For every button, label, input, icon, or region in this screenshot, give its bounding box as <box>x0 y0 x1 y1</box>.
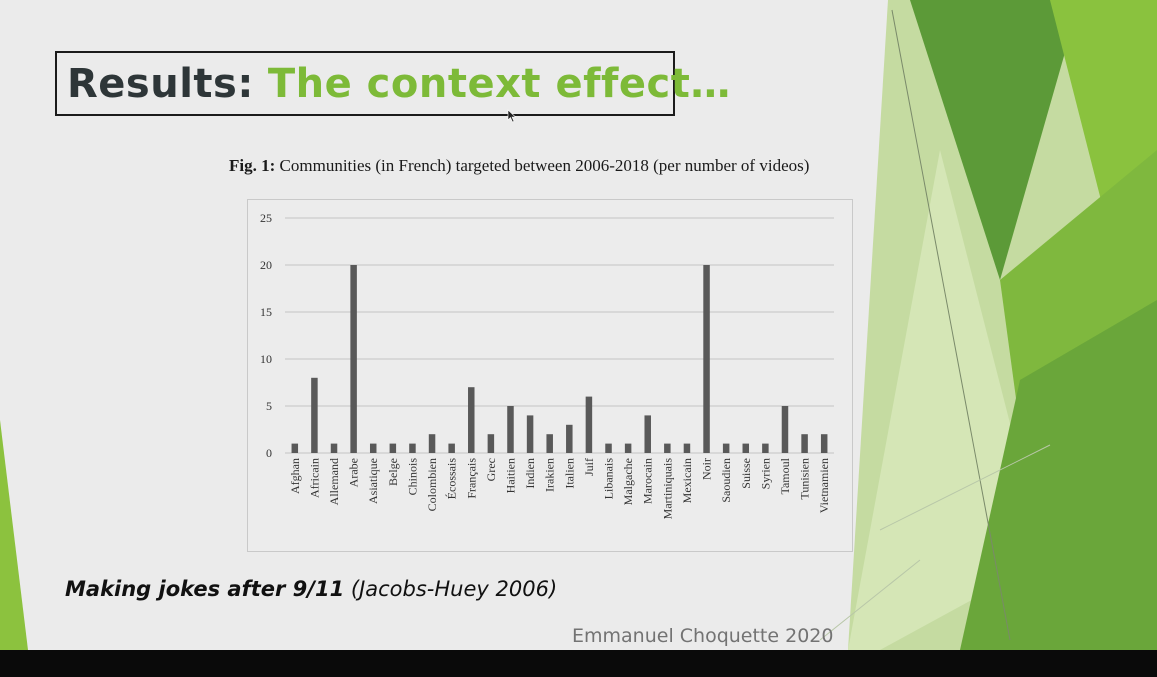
bottom-black-bar <box>0 650 1157 677</box>
x-tick-label: Indien <box>523 458 537 489</box>
figure-caption-text: Communities (in French) targeted between… <box>279 156 810 175</box>
bar-5 <box>389 443 397 453</box>
bar-2 <box>330 443 338 453</box>
bar-19 <box>664 443 671 453</box>
bar-14 <box>566 424 573 453</box>
x-tick-label: Tamoul <box>778 457 792 494</box>
bar-11 <box>507 406 514 453</box>
x-tick-label: Irakien <box>543 458 557 492</box>
bar-25 <box>781 406 789 453</box>
x-tick-label: Haitien <box>503 458 517 493</box>
citation-title: Making jokes after 9/11 <box>65 577 345 601</box>
bar-27 <box>820 434 828 453</box>
bar-21 <box>703 265 710 453</box>
decor-green-left <box>0 420 28 650</box>
y-tick-label: 15 <box>260 305 272 319</box>
x-tick-label: Afghan <box>288 458 302 494</box>
x-tick-label: Malgache <box>621 458 635 505</box>
y-tick-label: 5 <box>266 399 272 413</box>
title-prefix: Results: <box>67 60 254 107</box>
x-tick-label: Mexicain <box>680 458 694 503</box>
title-highlight: The context effect… <box>267 60 731 107</box>
bar-22 <box>722 443 730 453</box>
bar-13 <box>546 434 553 453</box>
bar-20 <box>683 443 691 453</box>
slide-title: Results: The context effect… <box>55 51 730 116</box>
bar-16 <box>605 443 612 453</box>
x-tick-label: Libanais <box>602 458 616 500</box>
x-tick-label: Martiniquais <box>660 458 674 520</box>
bar-24 <box>762 443 769 453</box>
decor-diagonal-line <box>891 9 1011 641</box>
figure-caption: Fig. 1: Communities (in French) targeted… <box>229 156 889 176</box>
x-tick-label: Français <box>464 458 478 499</box>
x-tick-label: Chinois <box>405 458 419 496</box>
x-tick-label: Écossais <box>445 458 459 500</box>
decor-dark-green-top <box>910 0 1080 280</box>
bar-0 <box>291 443 299 453</box>
bar-chart: 0 5 10 15 20 25 Afghan Africain Allemand Arabe Asi… <box>247 199 853 552</box>
author-credit: Emmanuel Choquette 2020 <box>572 625 834 647</box>
y-tick-label: 25 <box>260 211 272 225</box>
bar-7 <box>428 434 436 453</box>
x-tick-label: Arabe <box>347 458 361 487</box>
bar-9 <box>468 387 475 453</box>
x-tick-label: Belge <box>386 458 400 486</box>
x-tick-label: Africain <box>307 458 321 498</box>
x-tick-label: Juif <box>582 458 596 476</box>
x-tick-label: Noir <box>700 458 714 480</box>
figure-label: Fig. 1: <box>229 156 276 175</box>
y-tick-label: 0 <box>266 446 272 460</box>
citation-source: (Jacobs-Huey 2006) <box>350 577 558 601</box>
x-tick-label: Tunisien <box>798 458 812 500</box>
bar-8 <box>448 443 455 453</box>
bar-10 <box>487 434 495 453</box>
bar-26 <box>801 434 808 453</box>
x-tick-label: Colombien <box>425 458 439 511</box>
bar-12 <box>526 415 534 453</box>
mouse-cursor-icon <box>507 109 517 123</box>
x-tick-label: Asiatique <box>366 458 380 504</box>
x-tick-label: Marocain <box>641 458 655 504</box>
decor-dark-green-bottom <box>960 300 1157 650</box>
bar-17 <box>624 443 632 453</box>
x-tick-label: Italien <box>562 458 576 489</box>
x-tick-label: Syrien <box>758 458 772 489</box>
x-tick-label: Allemand <box>327 458 341 505</box>
decor-thin-line-2 <box>819 559 921 641</box>
bar-6 <box>409 443 416 453</box>
bar-15 <box>585 396 593 453</box>
bar-1 <box>311 377 318 453</box>
bar-3 <box>350 265 357 453</box>
bar-18 <box>644 415 651 453</box>
decor-thin-line-1 <box>879 444 1051 531</box>
bar-4 <box>369 443 377 453</box>
y-tick-label: 10 <box>260 352 272 366</box>
bar-23 <box>742 443 750 453</box>
x-tick-label: Suisse <box>739 458 753 489</box>
x-tick-label: Grec <box>484 458 498 481</box>
x-tick-label: Saoudien <box>719 458 733 503</box>
citation: Making jokes after 9/11 (Jacobs-Huey 200… <box>65 577 557 601</box>
x-tick-label: Vietnamien <box>817 458 831 513</box>
bar-chart-svg: 0 5 10 15 20 25 Afghan Africain Allemand Arabe Asi… <box>260 211 834 520</box>
y-tick-label: 20 <box>260 258 272 272</box>
